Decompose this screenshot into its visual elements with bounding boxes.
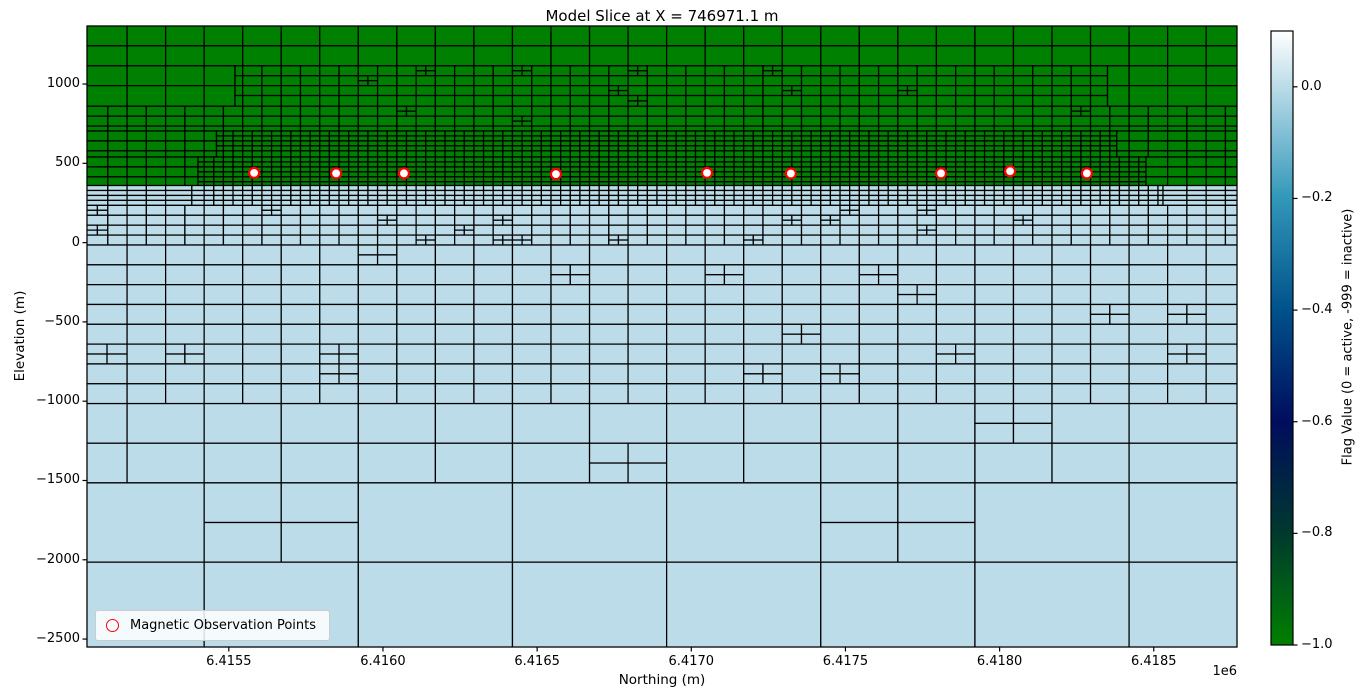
y-tick-label: 1000	[46, 76, 80, 92]
legend: Magnetic Observation Points	[95, 610, 331, 641]
magnetic-observation-point-marker	[934, 167, 948, 180]
x-tick-label: 6.4170	[668, 654, 715, 669]
magnetic-observation-point-marker	[397, 167, 411, 180]
mesh-cells-layer	[87, 26, 1237, 647]
legend-marker-circle-icon	[106, 619, 119, 632]
colorbar-tick-label: 0.0	[1301, 78, 1322, 94]
colorbar-tick-label: −0.6	[1301, 413, 1333, 429]
observation-points-layer	[248, 165, 1093, 181]
plot-title: Model Slice at X = 746971.1 m	[545, 7, 779, 25]
magnetic-observation-point-marker	[700, 166, 714, 179]
y-tick-label: 500	[55, 155, 80, 171]
x-tick-label: 6.4155	[206, 654, 252, 669]
magnetic-observation-point-marker	[1080, 167, 1093, 180]
legend-entry-label: Magnetic Observation Points	[130, 618, 317, 633]
y-tick-label: −500	[44, 313, 80, 329]
magnetic-observation-point-marker	[330, 167, 343, 180]
y-tick-label: −2500	[36, 631, 80, 647]
colorbar-tick-label: −1.0	[1301, 637, 1333, 652]
x-tick-label: 6.4165	[514, 654, 560, 669]
colorbar	[1270, 30, 1294, 646]
colorbar-tick-label: −0.2	[1301, 190, 1333, 206]
x-tick-label: 6.4180	[976, 654, 1023, 669]
magnetic-observation-point-marker	[784, 167, 797, 180]
magnetic-observation-point-marker	[248, 166, 261, 179]
x-axis-label: Northing (m)	[618, 672, 706, 688]
tick-marks	[82, 83, 1298, 652]
x-tick-label: 6.4175	[822, 654, 869, 669]
colorbar-label: Flag Value (0 = active, -999 = inactive)	[1340, 208, 1356, 466]
x-tick-label: 6.4185	[1131, 654, 1177, 669]
y-tick-label: −1500	[36, 472, 80, 488]
magnetic-observation-point-marker	[1003, 165, 1017, 178]
colorbar-tick-label: −0.8	[1301, 525, 1333, 541]
colorbar-tick-label: −0.4	[1301, 302, 1333, 318]
y-tick-label: −1000	[36, 393, 80, 409]
magnetic-observation-point-marker	[549, 168, 563, 181]
x-axis-offset-label: 1e6	[1212, 664, 1237, 679]
x-tick-label: 6.4160	[360, 654, 406, 669]
y-axis-label: Elevation (m)	[12, 290, 28, 382]
y-tick-label: 0	[71, 234, 80, 250]
y-tick-label: −2000	[36, 551, 80, 567]
